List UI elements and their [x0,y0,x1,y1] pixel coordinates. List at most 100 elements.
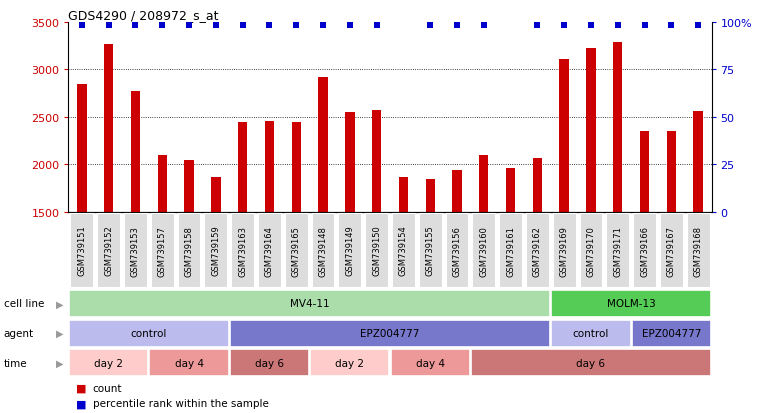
Bar [97,214,120,287]
Text: day 4: day 4 [416,358,444,368]
Bar [265,121,274,354]
Bar [425,180,435,354]
Bar [372,111,381,354]
Text: agent: agent [4,328,34,338]
Bar [693,112,703,354]
Bar [419,214,441,287]
Bar [184,161,194,354]
Text: GSM739164: GSM739164 [265,225,274,276]
Bar [345,113,355,354]
Bar [632,320,711,347]
Bar [633,214,656,287]
Text: MV4-11: MV4-11 [290,299,330,309]
Text: GSM739168: GSM739168 [693,225,702,276]
Text: GDS4290 / 208972_s_at: GDS4290 / 208972_s_at [68,9,219,21]
Bar [686,214,709,287]
Bar [230,350,309,376]
Bar [291,123,301,354]
Text: GSM739171: GSM739171 [613,225,622,276]
Text: GSM739165: GSM739165 [291,225,301,276]
Text: GSM739150: GSM739150 [372,225,381,276]
Text: EPZ004777: EPZ004777 [642,328,701,338]
Text: GSM739157: GSM739157 [158,225,167,276]
Bar [392,214,415,287]
Bar [479,155,489,354]
Bar [471,350,711,376]
Text: GSM739162: GSM739162 [533,225,542,276]
Bar [399,177,408,354]
Bar [177,214,200,287]
Text: MOLM-13: MOLM-13 [607,299,655,309]
Bar [230,320,550,347]
Text: GSM739154: GSM739154 [399,225,408,276]
Text: GSM739166: GSM739166 [640,225,649,276]
Bar [69,290,550,317]
Bar [149,350,229,376]
Bar [559,60,569,354]
Bar [69,350,148,376]
Bar [613,43,622,354]
Bar [71,214,94,287]
Text: GSM739161: GSM739161 [506,225,515,276]
Text: control: control [131,328,167,338]
Text: day 2: day 2 [336,358,365,368]
Bar [238,123,247,354]
Bar [312,214,334,287]
Bar [552,214,575,287]
Text: ▶: ▶ [56,299,63,309]
Bar [205,214,228,287]
Bar [231,214,254,287]
Text: GSM739163: GSM739163 [238,225,247,276]
Text: GSM739155: GSM739155 [425,225,435,276]
Bar [310,350,390,376]
Text: time: time [4,358,27,368]
Text: GSM739170: GSM739170 [587,225,595,276]
Text: ▶: ▶ [56,358,63,368]
Bar [77,85,87,354]
Text: count: count [93,383,123,393]
Bar [69,320,229,347]
Bar [318,78,328,354]
Text: ■: ■ [76,383,87,393]
Bar [151,214,174,287]
Bar [390,350,470,376]
Text: percentile rank within the sample: percentile rank within the sample [93,398,269,408]
Bar [452,171,462,354]
Bar [607,214,629,287]
Bar [211,177,221,354]
Text: day 6: day 6 [577,358,606,368]
Text: EPZ004777: EPZ004777 [360,328,420,338]
Text: cell line: cell line [4,299,44,309]
Text: ■: ■ [76,398,87,408]
Text: GSM739159: GSM739159 [212,225,221,276]
Bar [158,155,167,354]
Text: day 2: day 2 [94,358,123,368]
Bar [339,214,361,287]
Bar [499,214,522,287]
Text: GSM739152: GSM739152 [104,225,113,276]
Bar [104,45,113,354]
Text: GSM739153: GSM739153 [131,225,140,276]
Text: GSM739149: GSM739149 [345,225,355,276]
Bar [131,92,140,354]
Bar [660,214,683,287]
Bar [526,214,549,287]
Bar [365,214,388,287]
Text: GSM739156: GSM739156 [453,225,461,276]
Text: GSM739151: GSM739151 [78,225,87,276]
Bar [285,214,307,287]
Bar [551,320,631,347]
Text: GSM739167: GSM739167 [667,225,676,276]
Bar [551,290,711,317]
Bar [506,169,515,354]
Text: day 6: day 6 [255,358,284,368]
Bar [124,214,147,287]
Bar [258,214,281,287]
Text: GSM739148: GSM739148 [319,225,327,276]
Bar [580,214,603,287]
Bar [446,214,468,287]
Bar [586,49,596,354]
Bar [640,132,649,354]
Bar [533,158,542,354]
Bar [667,132,676,354]
